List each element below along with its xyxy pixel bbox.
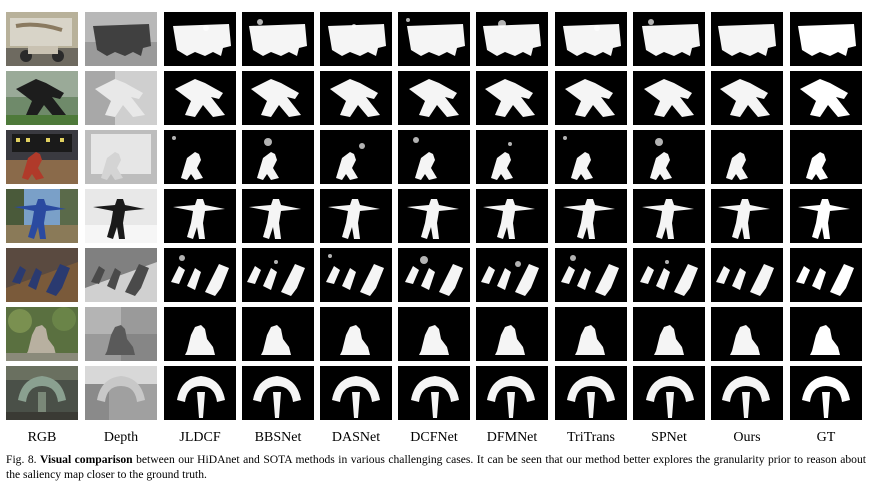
cell-motorcycle-sign-dfmnet [476,12,548,66]
column-label-depth: Depth [103,430,139,445]
cell-motorcycle-sign-spnet [633,12,705,66]
cell-garden-statue-jldcf [164,307,236,361]
column-label-jldcf: JLDCF [179,430,221,445]
cell-fountain-sculpture-depth [85,366,157,420]
cell-motorcycle-sign-jldcf [164,12,236,66]
cell-tilted-deck-dfmnet [476,248,548,302]
cell-garden-statue-gt [790,307,862,361]
cell-garden-statue-ours [711,307,783,361]
cell-park-sculpture-depth [85,71,157,125]
cell-fountain-sculpture-rgb [6,366,78,420]
cell-park-sculpture-dcfnet [398,71,470,125]
cell-tilted-deck-dasnet [320,248,392,302]
cell-tilted-deck-gt [790,248,862,302]
cell-outdoor-pose-spnet [633,189,705,243]
cell-motorcycle-sign-gt [790,12,862,66]
cell-outdoor-pose-tritrans [555,189,627,243]
cell-baseball-scoreboard-tritrans [555,130,627,184]
cell-motorcycle-sign-depth [85,12,157,66]
comparison-figure-grid [6,12,868,428]
cell-tilted-deck-ours [711,248,783,302]
cell-garden-statue-dasnet [320,307,392,361]
cell-baseball-scoreboard-depth [85,130,157,184]
cell-baseball-scoreboard-spnet [633,130,705,184]
cell-tilted-deck-tritrans [555,248,627,302]
cell-motorcycle-sign-dasnet [320,12,392,66]
cell-tilted-deck-dcfnet [398,248,470,302]
cell-garden-statue-bbsnet [242,307,314,361]
column-label-bbsnet: BBSNet [254,430,302,445]
cell-motorcycle-sign-dcfnet [398,12,470,66]
column-label-dcfnet: DCFNet [410,430,458,445]
cell-tilted-deck-rgb [6,248,78,302]
cell-outdoor-pose-dasnet [320,189,392,243]
cell-tilted-deck-bbsnet [242,248,314,302]
cell-park-sculpture-spnet [633,71,705,125]
cell-outdoor-pose-dcfnet [398,189,470,243]
cell-baseball-scoreboard-dasnet [320,130,392,184]
figure-caption: Fig. 8. Visual comparison between our Hi… [6,452,866,482]
cell-fountain-sculpture-gt [790,366,862,420]
column-label-rgb: RGB [27,430,57,445]
cell-fountain-sculpture-bbsnet [242,366,314,420]
cell-baseball-scoreboard-bbsnet [242,130,314,184]
cell-tilted-deck-depth [85,248,157,302]
cell-park-sculpture-tritrans [555,71,627,125]
cell-fountain-sculpture-jldcf [164,366,236,420]
cell-outdoor-pose-depth [85,189,157,243]
caption-label: Fig. 8. [6,453,37,466]
cell-tilted-deck-jldcf [164,248,236,302]
cell-fountain-sculpture-spnet [633,366,705,420]
cell-garden-statue-rgb [6,307,78,361]
cell-motorcycle-sign-bbsnet [242,12,314,66]
cell-baseball-scoreboard-gt [790,130,862,184]
cell-outdoor-pose-bbsnet [242,189,314,243]
cell-baseball-scoreboard-rgb [6,130,78,184]
cell-fountain-sculpture-tritrans [555,366,627,420]
cell-fountain-sculpture-dfmnet [476,366,548,420]
cell-baseball-scoreboard-ours [711,130,783,184]
cell-outdoor-pose-ours [711,189,783,243]
cell-garden-statue-depth [85,307,157,361]
column-label-gt: GT [816,430,836,445]
cell-fountain-sculpture-dasnet [320,366,392,420]
cell-tilted-deck-spnet [633,248,705,302]
cell-park-sculpture-gt [790,71,862,125]
cell-motorcycle-sign-rgb [6,12,78,66]
cell-fountain-sculpture-ours [711,366,783,420]
cell-park-sculpture-dfmnet [476,71,548,125]
cell-outdoor-pose-gt [790,189,862,243]
caption-text: between our HiDAnet and SOTA methods in … [6,453,866,481]
cell-park-sculpture-ours [711,71,783,125]
column-label-spnet: SPNet [651,430,687,445]
column-label-ours: Ours [733,430,761,445]
column-labels: RGB Depth JLDCF BBSNet DASNet DCFNet DFMNet Tri… [6,429,868,447]
cell-outdoor-pose-dfmnet [476,189,548,243]
cell-baseball-scoreboard-dfmnet [476,130,548,184]
column-label-dfmnet: DFMNet [486,430,538,445]
cell-fountain-sculpture-dcfnet [398,366,470,420]
column-label-tritrans: TriTrans [567,430,615,445]
cell-park-sculpture-dasnet [320,71,392,125]
column-label-dasnet: DASNet [331,430,381,445]
cell-garden-statue-dcfnet [398,307,470,361]
cell-outdoor-pose-jldcf [164,189,236,243]
cell-garden-statue-dfmnet [476,307,548,361]
cell-motorcycle-sign-ours [711,12,783,66]
cell-baseball-scoreboard-jldcf [164,130,236,184]
cell-park-sculpture-jldcf [164,71,236,125]
cell-park-sculpture-rgb [6,71,78,125]
cell-park-sculpture-bbsnet [242,71,314,125]
cell-baseball-scoreboard-dcfnet [398,130,470,184]
cell-motorcycle-sign-tritrans [555,12,627,66]
cell-garden-statue-spnet [633,307,705,361]
caption-bold: Visual comparison [40,453,133,466]
cell-garden-statue-tritrans [555,307,627,361]
cell-outdoor-pose-rgb [6,189,78,243]
